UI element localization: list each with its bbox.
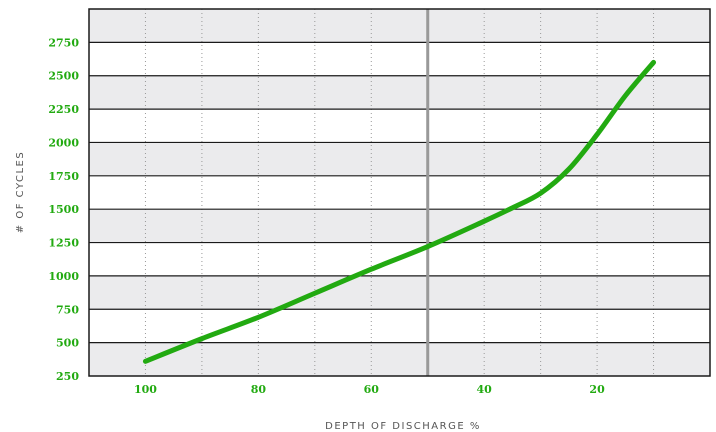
- plot-band: [89, 75, 710, 110]
- plot-band: [89, 275, 710, 310]
- x-tick-label: 100: [134, 383, 157, 396]
- y-tick-label: 2750: [48, 36, 79, 49]
- x-tick-labels: 100 80 60 40 20: [134, 383, 605, 396]
- y-tick-label: 750: [56, 303, 79, 316]
- x-tick-label: 80: [251, 383, 267, 396]
- plot-band: [89, 109, 710, 143]
- plot-band: [89, 9, 710, 43]
- plot-frame: [88, 8, 711, 377]
- y-tick-label: 1250: [48, 237, 79, 250]
- x-axis-title: DEPTH OF DISCHARGE %: [325, 421, 481, 432]
- horizontal-gridlines: [89, 41, 710, 344]
- y-axis-title: # OF CYCLES: [15, 151, 26, 233]
- y-tick-label: 2500: [48, 70, 79, 83]
- y-tick-label: 2000: [48, 136, 79, 149]
- series-line: [142, 59, 657, 364]
- y-tick-label: 250: [56, 370, 79, 383]
- y-tick-label: 2250: [48, 103, 79, 116]
- y-tick-labels: 250 500 750 1000 1250 1500 1750 2000 2250 2500 275…: [48, 36, 79, 383]
- y-tick-label: 500: [56, 337, 79, 350]
- plot-background-bands: [89, 9, 710, 376]
- plot-band: [89, 175, 710, 210]
- plot-band: [89, 342, 710, 376]
- series-group: [142, 59, 657, 364]
- y-tick-label: 1750: [48, 170, 79, 183]
- plot-band: [89, 209, 710, 243]
- x-tick-label: 60: [364, 383, 380, 396]
- x-tick-label: 40: [477, 383, 493, 396]
- plot-band: [89, 42, 710, 76]
- plot-band: [89, 142, 710, 176]
- plot-band: [89, 309, 710, 343]
- x-tick-label: 20: [589, 383, 605, 396]
- y-tick-label: 1500: [48, 203, 79, 216]
- y-tick-label: 1000: [48, 270, 79, 283]
